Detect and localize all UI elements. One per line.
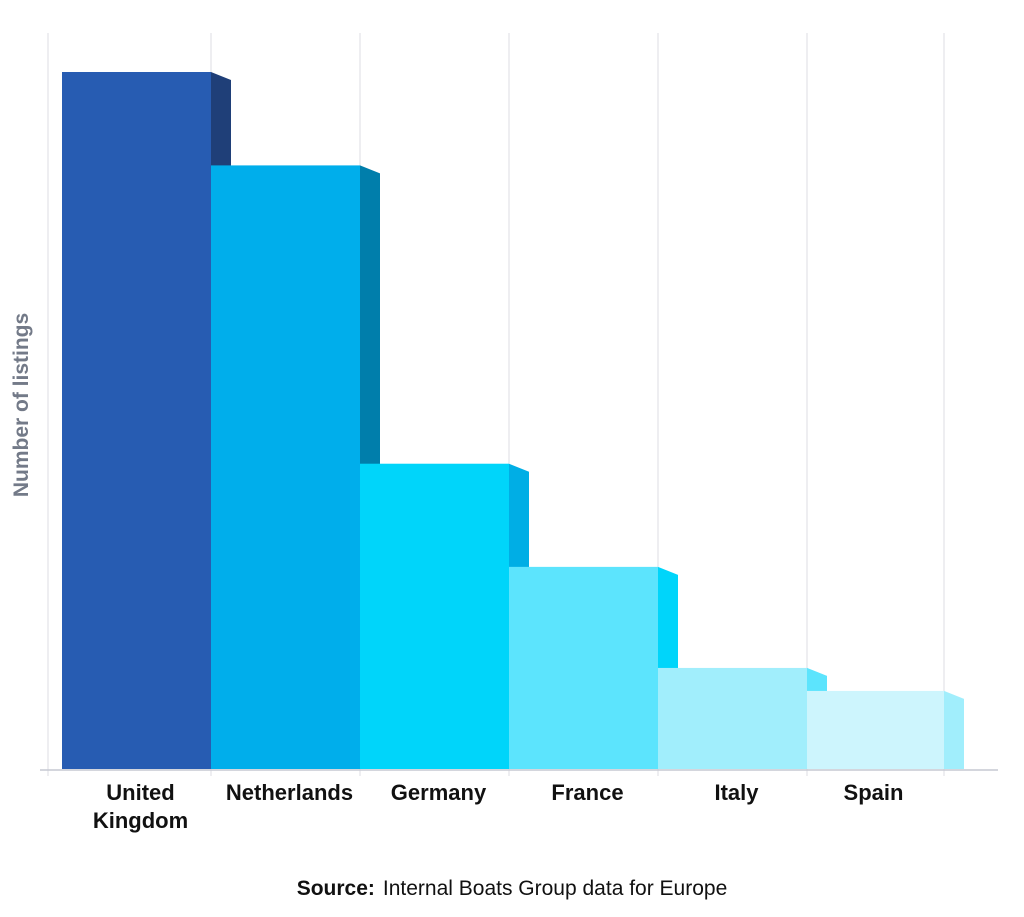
tick-label-netherlands: Netherlands	[226, 780, 353, 805]
bars	[62, 72, 964, 769]
category-labels: United Kingdom Netherlands Germany France Ita…	[93, 780, 904, 833]
bar-italy	[658, 667, 807, 769]
tick-label-united-kingdom: United Kingdom	[93, 780, 188, 833]
tick-label-germany: Germany	[391, 780, 487, 805]
source-text: Internal Boats Group data for Europe	[382, 877, 728, 900]
bar-netherlands	[211, 165, 360, 769]
tick-label-france: France	[551, 780, 623, 805]
tick-label-spain: Spain	[844, 780, 904, 805]
bar-united-kingdom	[62, 72, 211, 769]
y-axis-title: Number of listings	[10, 313, 33, 497]
source-prefix: Source:	[296, 877, 375, 900]
tick-label-italy: Italy	[714, 780, 759, 805]
bar-france	[509, 566, 658, 769]
bar-side-spain	[944, 690, 964, 769]
bar-germany	[360, 463, 509, 769]
source-note: Source: Internal Boats Group data for Eur…	[0, 877, 1024, 901]
bar-spain	[807, 690, 944, 769]
